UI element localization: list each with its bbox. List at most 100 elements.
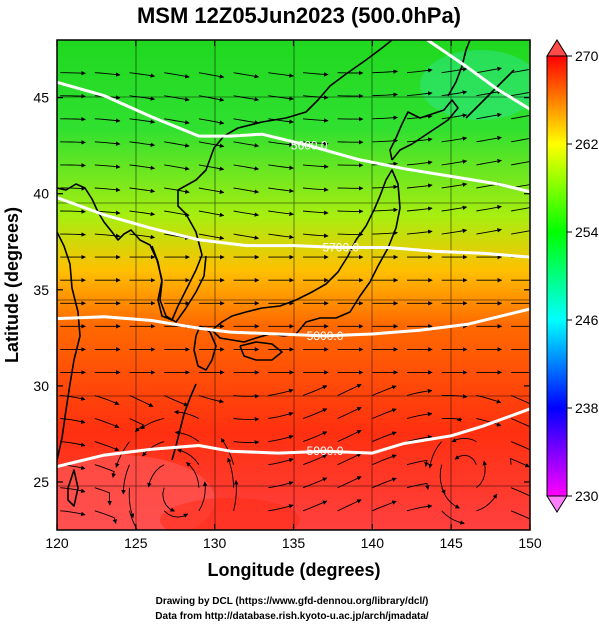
streamline-arrow	[198, 72, 225, 79]
streamline-arrow	[94, 487, 112, 506]
streamline-arrow	[164, 72, 190, 79]
streamline-arrow	[60, 232, 86, 237]
streamline-arrow	[511, 114, 530, 120]
contour-line	[57, 307, 530, 338]
streamline-arrow	[268, 233, 294, 240]
height-contours: 5600.0 5700.0 5800.0 5900.0	[57, 40, 530, 469]
streamline-arrow	[372, 454, 397, 466]
x-tick-label: 150	[518, 535, 542, 551]
streamline-arrow	[233, 210, 260, 217]
colorbar-tick-label: 246	[575, 312, 599, 328]
streamline-arrow	[173, 409, 200, 419]
streamline-arrow	[510, 487, 530, 497]
streamline-arrow	[372, 115, 398, 120]
streamline-arrow	[60, 487, 86, 494]
streamline-arrow	[233, 479, 239, 511]
credit-data: Data from http://database.rish.kyoto-u.a…	[155, 611, 429, 622]
streamline-arrow	[94, 118, 121, 123]
streamline-arrow	[454, 454, 477, 465]
streamline-arrow	[129, 233, 156, 240]
streamline-arrow	[233, 416, 260, 422]
streamline-arrow	[441, 228, 468, 235]
streamline-arrow	[60, 510, 86, 517]
streamline-arrow	[176, 448, 200, 465]
x-ticks: 120 125 130 135 140 145 150	[45, 40, 542, 551]
streamline-arrow	[94, 464, 116, 478]
streamline-arrow	[147, 464, 165, 488]
streamline-arrow	[94, 210, 121, 216]
streamline-arrow	[406, 411, 433, 419]
streamline-arrow	[142, 441, 165, 457]
streamline-arrow	[337, 430, 362, 443]
streamline-arrow	[372, 385, 397, 396]
streamline-arrow	[268, 141, 294, 147]
streamline-arrow	[451, 437, 477, 443]
streamline-arrow	[129, 95, 156, 101]
streamline-arrow	[129, 164, 156, 170]
streamline-arrow	[406, 434, 433, 443]
streamline-arrow	[302, 72, 329, 77]
colorbar-tick-label: 254	[575, 224, 599, 240]
streamline-arrow	[441, 205, 468, 212]
streamline-arrow	[302, 210, 329, 216]
colorbar-tick-label: 238	[575, 400, 599, 416]
streamline-arrow	[441, 182, 468, 189]
streamline-arrow	[268, 95, 294, 101]
streamline-arrow	[372, 477, 397, 489]
y-tick-label: 30	[33, 378, 49, 394]
streamline-arrow	[60, 140, 86, 145]
colorbar-min-arrow	[546, 495, 568, 513]
streamline-arrow	[94, 418, 120, 429]
streamline-arrow	[337, 499, 362, 512]
x-axis: 120 125 130 135 140 145 150 Longitude (degrees…	[45, 40, 542, 580]
streamline-arrow	[233, 164, 260, 171]
streamline-arrow	[406, 91, 433, 97]
streamline-arrow	[227, 457, 235, 488]
streamline-arrow	[129, 72, 156, 78]
streamline-arrow	[94, 164, 121, 169]
streamline-arrow	[302, 118, 329, 123]
streamline-arrow	[268, 388, 294, 396]
warm-core-region	[57, 455, 215, 530]
streamline-arrow	[164, 164, 190, 171]
streamline-arrow	[476, 66, 502, 74]
cool-region	[420, 50, 530, 120]
streamline-arrow	[268, 164, 294, 170]
streamline-arrow	[441, 113, 468, 120]
colorbar: 230 238 246 254 262 270	[546, 39, 599, 513]
streamline-arrow	[441, 510, 465, 525]
streamline-arrow	[302, 164, 329, 169]
streamline-arrow	[164, 210, 190, 217]
streamline-arrow	[198, 395, 224, 404]
streamline-arrow	[406, 206, 433, 212]
streamline-arrow	[268, 72, 294, 78]
streamline-arrow	[94, 510, 117, 524]
y-tick-label: 35	[33, 282, 49, 298]
coastlines	[57, 40, 515, 507]
streamline-arrow	[129, 141, 156, 147]
streamline-arrow	[164, 395, 189, 407]
streamline-arrow	[60, 70, 86, 76]
streamline-arrow	[94, 141, 121, 146]
streamline-arrow	[511, 207, 530, 212]
colorbar-tick-label: 262	[575, 136, 599, 152]
streamline-arrow	[233, 141, 260, 148]
streamline-arrow	[406, 160, 433, 166]
kuril-islands	[465, 69, 515, 119]
streamline-arrow	[476, 135, 502, 143]
streamline-arrow	[198, 141, 225, 148]
streamline-arrow	[441, 90, 468, 97]
streamline-arrow	[406, 229, 433, 235]
streamline-arrow	[372, 138, 398, 144]
x-axis-label: Longitude (degrees)	[207, 560, 380, 580]
streamline-arrow	[511, 91, 530, 97]
contour-line	[57, 80, 530, 194]
streamline-arrow	[268, 118, 294, 124]
streamline-arrow	[441, 417, 462, 422]
streamline-arrow	[163, 510, 189, 518]
streamline-arrow	[372, 184, 398, 190]
streamline-arrow	[268, 504, 294, 512]
x-tick-label: 135	[282, 535, 306, 551]
streamline-arrow	[268, 481, 294, 489]
streamline-arrow	[476, 460, 487, 489]
